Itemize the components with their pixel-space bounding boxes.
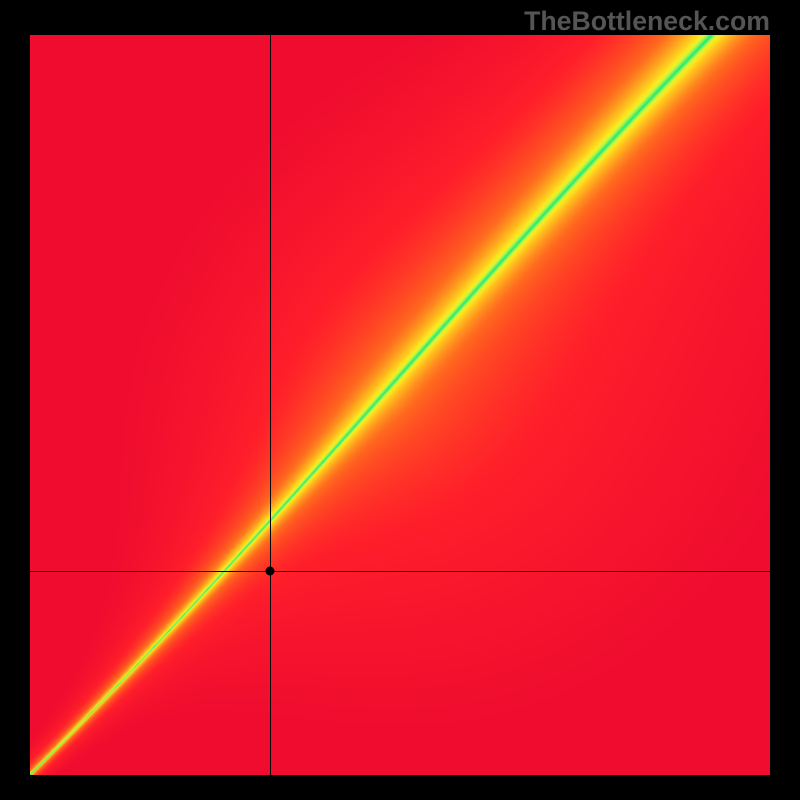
chart-frame: TheBottleneck.com	[0, 0, 800, 800]
plot-area	[30, 35, 770, 775]
crosshair-vertical	[270, 35, 271, 775]
heatmap-canvas	[30, 35, 770, 775]
watermark-text: TheBottleneck.com	[524, 6, 770, 37]
crosshair-horizontal	[30, 571, 770, 572]
crosshair-marker	[266, 566, 275, 575]
